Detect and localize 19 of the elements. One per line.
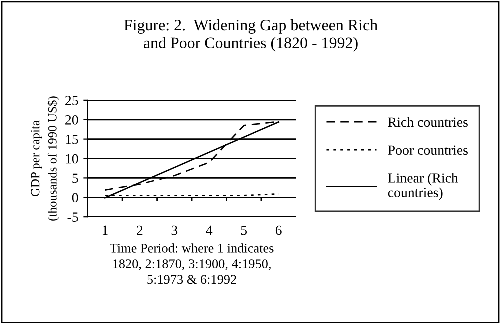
y-tick-label: 25 <box>66 96 78 106</box>
y-axis-title: GDP per capita (thousands of 1990 US$) <box>31 96 60 221</box>
legend-label: Poor countries <box>388 146 468 156</box>
x-tick-label: 2 <box>137 226 143 236</box>
x-axis-title: Time Period: where 1 indicates 1820, 2:1870, 3:1900, 4:1950, 5:1973 & 6:1992 <box>110 244 274 284</box>
legend-label: Rich countries <box>388 117 468 128</box>
y-tick-label: 15 <box>66 134 78 144</box>
y-tick-label: 5 <box>72 174 78 184</box>
y-tick-label: 0 <box>72 193 78 203</box>
y-tick-label: -5 <box>68 212 78 222</box>
x-tick-label: 6 <box>276 226 282 236</box>
x-tick-label: 4 <box>206 226 213 236</box>
y-tick-label: 20 <box>66 115 78 125</box>
x-tick-label: 3 <box>172 226 178 236</box>
y-tick-label: 10 <box>66 154 78 164</box>
x-tick-label: 5 <box>241 226 248 236</box>
legend-label: Linear (Rich countries) <box>388 173 458 200</box>
chart-title: Figure: 2. Widening Gap between Rich and Poor Countries (1820 - 1992) <box>124 19 378 52</box>
x-tick-label: 1 <box>102 226 108 236</box>
